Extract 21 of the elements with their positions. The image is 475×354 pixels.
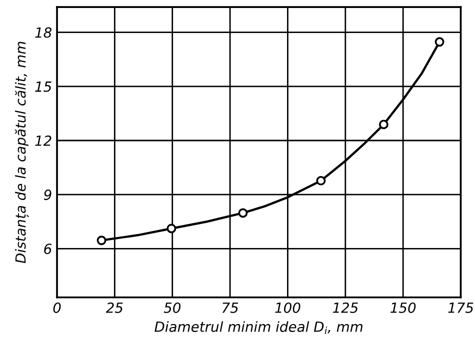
y-axis-title: Distanța de la capătul călit, mm bbox=[14, 42, 29, 264]
x-tick-label: 25 bbox=[106, 302, 123, 313]
x-tick-label: 50 bbox=[164, 302, 180, 313]
x-tick-label: 75 bbox=[222, 302, 238, 313]
point bbox=[316, 176, 326, 186]
x-tick-label: 150 bbox=[390, 302, 416, 313]
point bbox=[238, 208, 248, 218]
y-tick-label: 18 bbox=[35, 27, 52, 38]
point bbox=[378, 120, 388, 130]
y-tick-label: 15 bbox=[35, 82, 52, 92]
point bbox=[166, 224, 176, 234]
y-tick-label: 6 bbox=[44, 244, 52, 254]
x-tick-label: 100 bbox=[275, 302, 300, 313]
point bbox=[434, 37, 444, 47]
y-tick-label: 9 bbox=[44, 190, 52, 200]
point bbox=[96, 236, 106, 246]
y-tick-label: 12 bbox=[35, 135, 52, 146]
x-axis-title: Diametrul minim ideal D$_{i}$, mm bbox=[154, 321, 362, 334]
x-tick-label: 0 bbox=[53, 302, 61, 313]
x-tick-label: 125 bbox=[332, 302, 358, 313]
x-tick-label: 175 bbox=[448, 302, 474, 313]
